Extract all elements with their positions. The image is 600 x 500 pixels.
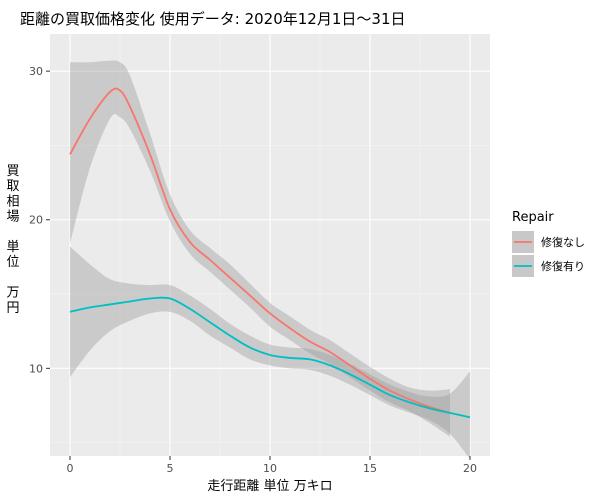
y-axis-label-char: 取 xyxy=(6,179,19,194)
legend-title: Repair xyxy=(512,210,554,225)
series-lines xyxy=(69,87,471,419)
series-line-1 xyxy=(69,87,451,414)
y-axis-label-char: 買 xyxy=(6,164,19,179)
y-axis-label-char: 万 xyxy=(6,286,19,301)
x-tick-label: 15 xyxy=(363,462,377,475)
y-tick-label: 10 xyxy=(29,362,43,375)
chart-title: 距離の買取価格変化 使用データ: 2020年12月1日～31日 xyxy=(20,10,405,28)
series-line-2 xyxy=(69,296,471,419)
x-axis-label: 走行距離 単位 万キロ xyxy=(207,478,332,494)
legend-label: 修復なし xyxy=(541,235,585,249)
x-axis-ticks: 0 5 10 15 20 xyxy=(67,456,477,475)
y-axis-label-char: 円 xyxy=(6,301,19,316)
x-tick-label: 0 xyxy=(67,462,74,475)
y-axis-label-char: 位 xyxy=(6,255,19,270)
x-tick-label: 5 xyxy=(167,462,174,475)
x-tick-label: 10 xyxy=(263,462,277,475)
y-axis-label-char: 場 xyxy=(6,210,19,225)
confidence-bands xyxy=(70,60,470,459)
legend-label: 修復有り xyxy=(541,259,585,273)
y-tick-label: 30 xyxy=(29,65,43,78)
confidence-band-2 xyxy=(70,246,470,459)
y-axis-label-char: 相 xyxy=(6,194,19,209)
y-axis-ticks: 10 20 30 xyxy=(29,65,50,375)
x-tick-label: 20 xyxy=(463,462,477,475)
y-axis-label-char: 単 xyxy=(6,239,19,255)
confidence-band-1 xyxy=(70,60,450,437)
y-tick-label: 20 xyxy=(29,214,43,227)
